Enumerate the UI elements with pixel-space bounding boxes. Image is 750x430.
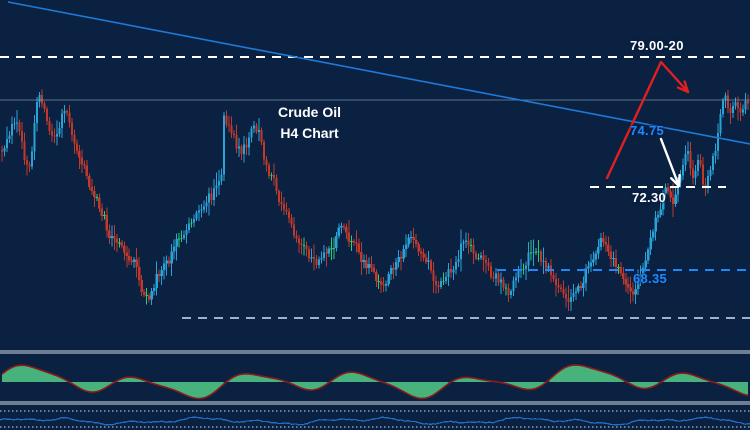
support-label: 72.30 — [632, 190, 667, 205]
panel-separator-upper — [0, 350, 750, 354]
lower-indicator-line — [0, 410, 750, 428]
price-overlays — [0, 1, 750, 319]
oscillator-area — [1, 364, 749, 400]
panel-separator-lower — [0, 401, 750, 405]
breakout-label: 74.75 — [630, 123, 665, 138]
chart-title: Crude Oil H4 Chart — [278, 102, 341, 144]
chart-title-instrument: Crude Oil — [278, 104, 342, 120]
oscillator-panel[interactable] — [0, 356, 750, 400]
resistance-label: 79.00-20 — [630, 38, 684, 53]
chart-title-timeframe: H4 Chart — [280, 125, 339, 141]
lower-indicator-panel[interactable] — [0, 406, 750, 430]
major-support-label: 68.35 — [633, 271, 668, 286]
price-panel[interactable] — [0, 0, 750, 348]
price-candles — [0, 89, 750, 312]
